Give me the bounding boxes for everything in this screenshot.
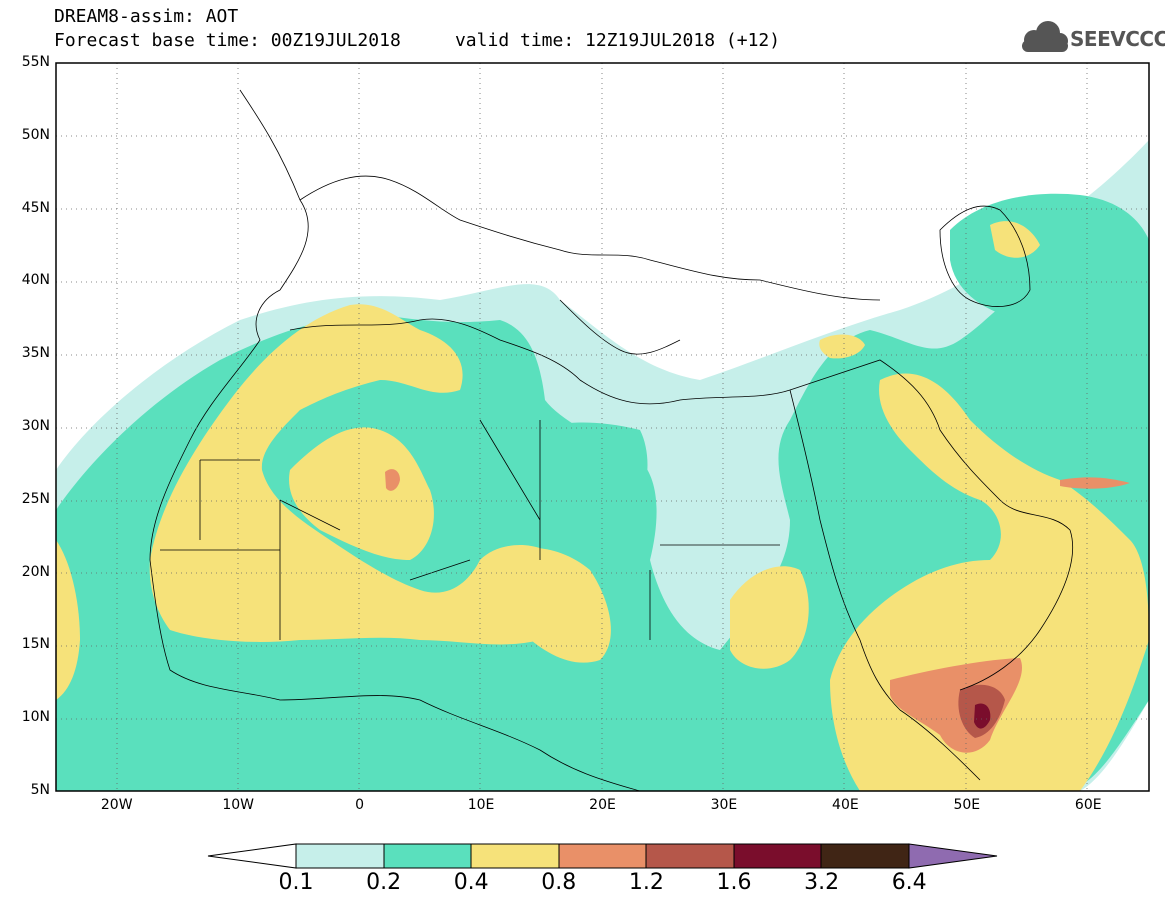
colorbar-bin-3 xyxy=(470,843,560,869)
colorbar-level-label: 0.2 xyxy=(366,870,402,895)
lat-label: 20N xyxy=(21,563,50,580)
logo-text: SEEVCCC xyxy=(1070,27,1165,51)
lat-label: 10N xyxy=(21,709,50,726)
colorbar-level-label: 0.1 xyxy=(278,870,314,895)
colorbar-bin-6 xyxy=(733,843,822,869)
title-line-2: Forecast base time: 00Z19JUL2018 valid t… xyxy=(54,30,781,51)
colorbar-bin-5 xyxy=(645,843,735,869)
gridlines xyxy=(56,63,1149,791)
seevccc-cloud-icon xyxy=(1022,21,1068,52)
colorbar-bin-7 xyxy=(820,843,910,869)
colorbar-level-label: 3.2 xyxy=(804,870,840,895)
lon-label: 10E xyxy=(467,797,495,813)
lat-label: 15N xyxy=(21,636,50,653)
aot-level-0-4-levant xyxy=(819,334,865,359)
colorbar-level-label: 1.2 xyxy=(628,870,664,895)
lon-label: 30E xyxy=(710,797,738,813)
colorbar-bin-2 xyxy=(383,843,472,869)
colorbar-level-label: 0.4 xyxy=(453,870,489,895)
colorbar xyxy=(207,843,998,869)
coastlines xyxy=(149,89,1074,791)
map-frame xyxy=(55,62,1150,792)
colorbar-level-label: 0.8 xyxy=(541,870,577,895)
lat-label: 25N xyxy=(21,490,50,507)
lat-label: 40N xyxy=(21,272,50,289)
lon-label: 0 xyxy=(355,797,365,813)
colorbar-level-label: 1.6 xyxy=(716,870,752,895)
title-line-1: DREAM8-assim: AOT xyxy=(54,6,239,27)
aot-level-1-6 xyxy=(974,703,991,729)
colorbar-high-arrow xyxy=(908,843,998,869)
lat-label: 50N xyxy=(21,126,50,143)
aot-level-0-4-sahel xyxy=(480,547,611,663)
lon-label: 20W xyxy=(100,797,133,813)
aot-level-0-8-iran xyxy=(1060,477,1130,489)
lat-label: 35N xyxy=(21,345,50,362)
lat-label: 5N xyxy=(30,782,50,798)
lon-label: 50E xyxy=(953,797,981,813)
colorbar-level-label: 6.4 xyxy=(891,870,927,895)
aot-level-0-4-west xyxy=(149,304,564,645)
aot-level-0-4-atlantic xyxy=(56,540,80,700)
lat-label: 55N xyxy=(21,54,50,70)
lon-label: 10W xyxy=(222,797,254,813)
lon-label: 60E xyxy=(1074,797,1102,813)
aot-level-0-4-redsea-coast xyxy=(730,566,809,669)
colorbar-bin-4 xyxy=(558,843,647,869)
lon-label: 20E xyxy=(589,797,616,813)
aot-level-0-4-sahara xyxy=(289,427,434,560)
aot-level-0-8-sahara xyxy=(385,469,400,491)
lon-label: 40E xyxy=(832,797,859,813)
colorbar-bin-1 xyxy=(295,843,385,869)
colorbar-low-arrow xyxy=(207,843,297,869)
aot-field xyxy=(56,63,1149,791)
lat-label: 45N xyxy=(21,199,50,216)
lat-label: 30N xyxy=(21,418,50,434)
aot-level-0-4-caspian xyxy=(990,221,1040,258)
